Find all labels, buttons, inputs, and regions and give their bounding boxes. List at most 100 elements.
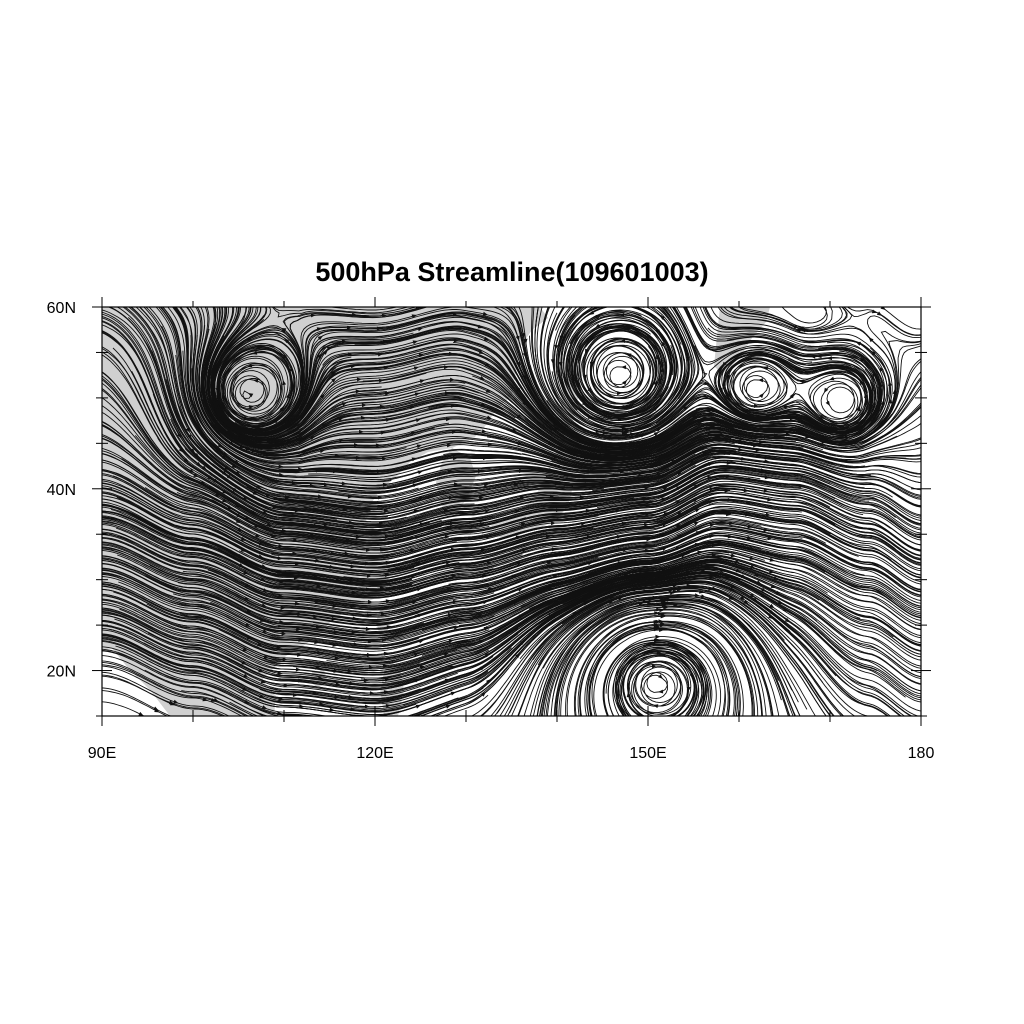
streamline-arrow <box>770 584 776 589</box>
streamline-arrow <box>383 690 389 695</box>
streamline-arrow <box>445 417 451 422</box>
streamline-arrow <box>380 612 386 617</box>
streamline-arrow <box>243 673 249 678</box>
streamline-arrow <box>760 468 766 473</box>
streamline-arrow <box>385 599 391 604</box>
streamline-arrow <box>483 482 489 487</box>
streamline-arrow <box>825 400 830 406</box>
streamline-arrow <box>768 614 774 620</box>
streamline-arrow <box>743 488 749 493</box>
streamline-arrow <box>753 443 759 448</box>
streamline-arrow <box>231 463 237 469</box>
streamline-arrow <box>673 603 679 608</box>
streamline-arrow <box>550 521 556 526</box>
streamline-arrow <box>338 417 344 422</box>
streamline-arrow <box>444 678 450 683</box>
streamline-arrow <box>485 388 491 393</box>
streamline-arrow <box>579 495 585 500</box>
streamline-arrow <box>702 450 708 455</box>
streamline-arrow <box>322 349 328 355</box>
streamline-arrow <box>384 573 390 578</box>
streamline-arrow <box>314 717 319 721</box>
streamline-arrow <box>754 572 760 577</box>
streamline-arrow <box>653 380 658 386</box>
streamline-arrow <box>520 640 525 645</box>
streamline-arrow <box>482 311 488 316</box>
streamline-arrow <box>750 565 756 569</box>
streamline-arrow <box>237 553 243 558</box>
streamline-arrow <box>676 511 683 516</box>
streamline-arrow <box>242 647 248 652</box>
streamline-arrow <box>759 439 765 444</box>
streamline-arrow <box>445 391 450 396</box>
y-tick-label: 20N <box>47 664 76 681</box>
streamline-arrow <box>876 311 883 316</box>
streamline-arrow <box>622 380 627 386</box>
streamline-arrow <box>749 556 755 560</box>
streamline-arrow <box>283 683 289 688</box>
streamline-arrow <box>755 447 761 452</box>
streamline-arrow <box>693 484 700 489</box>
streamline-arrow <box>410 431 416 436</box>
streamline-arrow <box>663 605 669 610</box>
streamline-arrow <box>726 512 732 517</box>
streamline-arrow <box>453 338 459 343</box>
streamline-arrow <box>727 534 733 539</box>
streamline-arrow <box>547 414 552 419</box>
streamline-arrow <box>359 429 364 434</box>
streamline-arrow <box>621 365 627 370</box>
streamline-arrow <box>653 620 659 625</box>
streamline-arrow <box>521 332 526 339</box>
streamline-arrow <box>213 697 219 702</box>
streamline-arrow <box>769 569 775 574</box>
streamline-arrow <box>317 353 322 359</box>
streamline-arrow <box>873 406 878 413</box>
streamline-arrow <box>763 488 769 493</box>
streamline-arrow <box>622 405 628 409</box>
streamline-arrow <box>654 728 659 732</box>
streamline-arrow <box>248 393 254 398</box>
streamline-arrow <box>880 400 885 406</box>
streamline-arrow <box>515 335 520 341</box>
streamline-arrow <box>376 326 382 331</box>
streamline-arrow <box>487 442 493 447</box>
streamline-arrow <box>745 500 752 505</box>
streamline-arrow <box>595 323 601 328</box>
streamline-arrow <box>644 485 650 490</box>
streamline-arrow <box>654 638 660 643</box>
streamline-arrow <box>515 653 520 659</box>
x-tick-label: 90E <box>88 745 116 762</box>
streamline-arrow <box>419 522 425 527</box>
streamline-arrow <box>266 522 272 527</box>
streamline-arrow <box>699 589 705 594</box>
axis-tick-labels: 90E 120E 150E 180 20N 40N 60N <box>47 300 935 762</box>
streamline-arrow <box>294 508 300 513</box>
streamline-arrow <box>709 534 715 539</box>
streamline-arrow <box>746 535 753 540</box>
streamline-arrow <box>248 405 254 409</box>
streamline-arrow <box>769 610 775 615</box>
streamline-arrow <box>689 459 695 464</box>
streamline-arrow <box>738 439 744 444</box>
streamline-arrow <box>661 614 667 619</box>
streamline-arrow <box>385 704 391 708</box>
streamline-arrow <box>658 674 663 679</box>
streamline-arrow <box>752 597 758 602</box>
streamline-arrow <box>758 378 764 383</box>
streamline-arrow <box>711 586 717 590</box>
streamline-arrow <box>819 414 825 419</box>
streamline-arrow <box>511 428 517 432</box>
streamline-arrow <box>621 431 627 436</box>
streamline-arrow <box>516 387 521 393</box>
streamline-arrow <box>775 590 781 595</box>
streamline-arrow <box>660 315 665 320</box>
streamline-arrow <box>675 524 681 529</box>
streamline-arrow <box>693 521 700 526</box>
streamline-arrow <box>202 697 208 702</box>
streamline-arrow <box>653 406 658 411</box>
streamline-arrow <box>138 711 144 716</box>
streamline-arrow <box>445 704 451 709</box>
streamline-arrow <box>412 340 418 345</box>
streamline-arrow <box>791 325 797 330</box>
streamline-arrow <box>676 486 682 491</box>
